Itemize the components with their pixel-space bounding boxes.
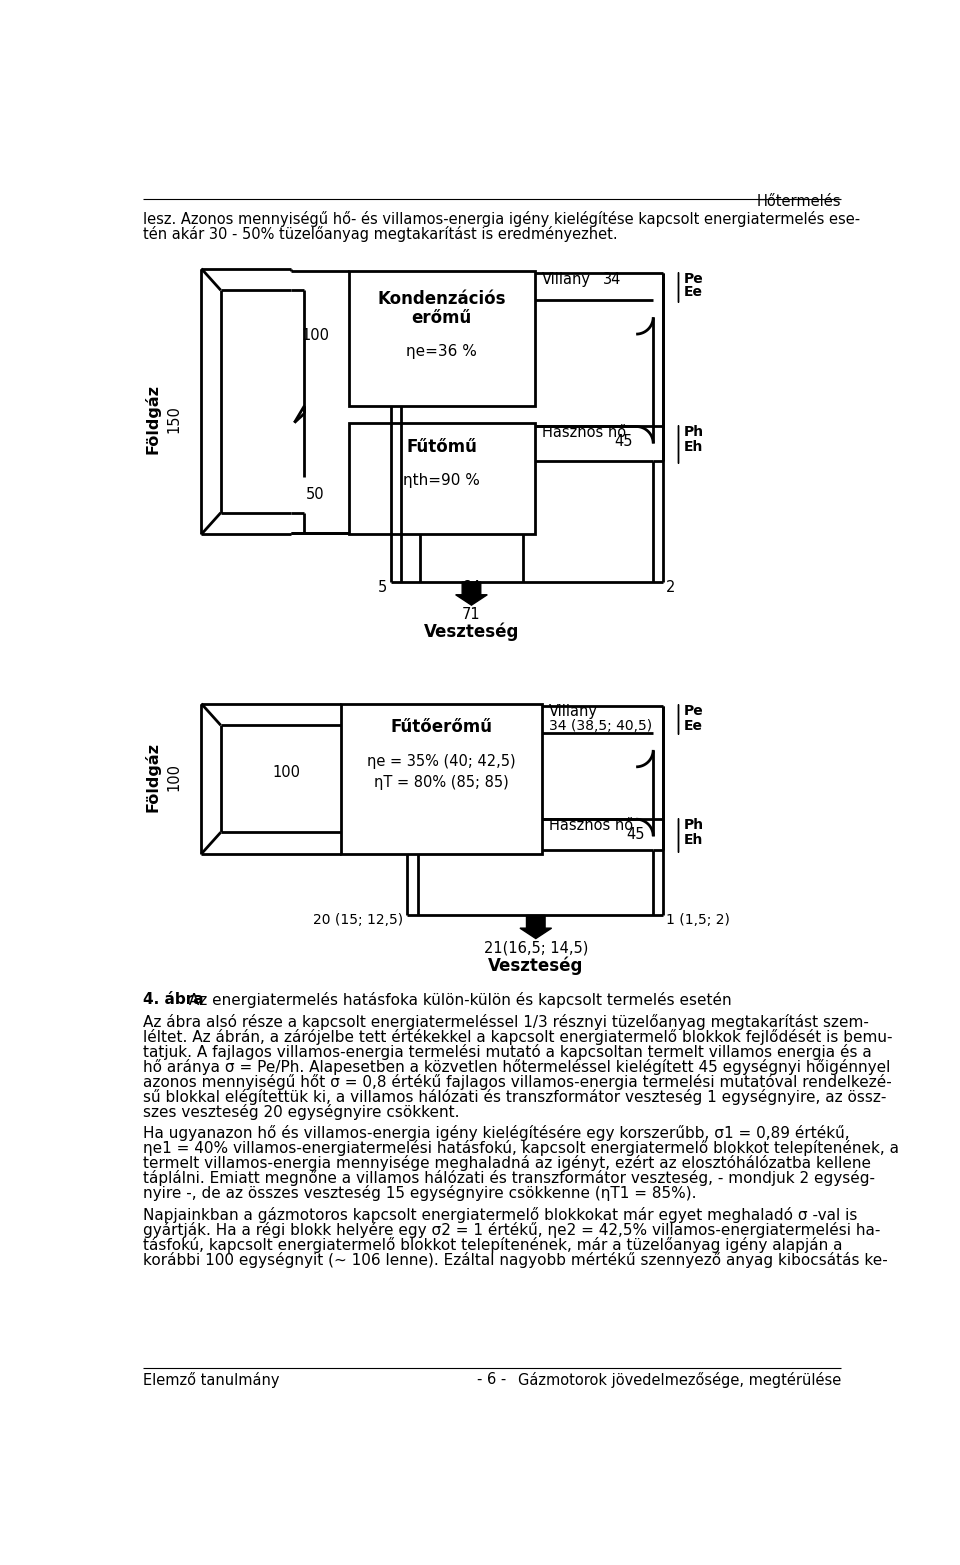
- Text: tén akár 30 - 50% tüzelőanyag megtakarítást is eredményezhet.: tén akár 30 - 50% tüzelőanyag megtakarít…: [143, 227, 618, 243]
- Text: Gázmotorok jövedelmezősége, megtérülése: Gázmotorok jövedelmezősége, megtérülése: [517, 1373, 841, 1388]
- Text: Az ábra alsó része a kapcsolt energiatermeléssel 1/3 résznyi tüzelőanyag megtaka: Az ábra alsó része a kapcsolt energiater…: [143, 1014, 869, 1030]
- Text: korábbi 100 egységnyit (~ 106 lenne). Ezáltal nagyobb mértékű szennyező anyag ki: korábbi 100 egységnyit (~ 106 lenne). Ez…: [143, 1252, 888, 1268]
- Text: Az energiatermelés hatásfoka külön-külön és kapcsolt termelés esetén: Az energiatermelés hatásfoka külön-külön…: [183, 992, 732, 1008]
- Text: tatjuk. A fajlagos villamos-energia termelési mutató a kapcsoltan termelt villam: tatjuk. A fajlagos villamos-energia term…: [143, 1044, 872, 1060]
- Text: lesz. Azonos mennyiségű hő- és villamos-energia igény kielégítése kapcsolt energ: lesz. Azonos mennyiségű hő- és villamos-…: [143, 211, 860, 227]
- Text: léltet. Az ábrán, a zárójelbe tett értékekkel a kapcsolt energiatermelő blokkok : léltet. Az ábrán, a zárójelbe tett érték…: [143, 1030, 893, 1045]
- Text: 20 (15; 12,5): 20 (15; 12,5): [313, 912, 403, 926]
- Text: 71: 71: [462, 607, 481, 623]
- Text: ηT = 80% (85; 85): ηT = 80% (85; 85): [374, 775, 509, 789]
- Polygon shape: [456, 582, 488, 606]
- Bar: [341, 704, 542, 854]
- Text: - 6 -: - 6 -: [477, 1373, 507, 1387]
- Text: 64: 64: [462, 581, 481, 596]
- Text: 2: 2: [665, 581, 675, 596]
- Text: sű blokkal elégítettük ki, a villamos hálózati és transzformátor veszteség 1 egy: sű blokkal elégítettük ki, a villamos há…: [143, 1089, 887, 1105]
- Text: 150: 150: [167, 405, 181, 434]
- Text: azonos mennyiségű hőt σ = 0,8 értékű fajlagos villamos-energia termelési mutatóv: azonos mennyiségű hőt σ = 0,8 értékű faj…: [143, 1074, 892, 1091]
- Text: Veszteség: Veszteség: [423, 621, 519, 640]
- Text: Napjainkban a gázmotoros kapcsolt energiatermelő blokkokat már egyet meghaladó σ: Napjainkban a gázmotoros kapcsolt energi…: [143, 1207, 857, 1222]
- Text: erőmű: erőmű: [412, 310, 471, 327]
- Text: 34 (38,5; 40,5): 34 (38,5; 40,5): [548, 718, 652, 732]
- Text: 45: 45: [614, 434, 633, 449]
- Text: ηe1 = 40% villamos-energiatermelési hatásfokú, kapcsolt energiatermelő blokkot t: ηe1 = 40% villamos-energiatermelési hatá…: [143, 1141, 900, 1157]
- Text: Eh: Eh: [684, 440, 704, 454]
- Text: 50: 50: [306, 487, 324, 501]
- Text: 1 (1,5; 2): 1 (1,5; 2): [665, 912, 730, 926]
- Text: 100: 100: [273, 765, 300, 781]
- Text: termelt villamos-energia mennyisége meghaladná az igényt, ezért az elosztóhálóza: termelt villamos-energia mennyisége megh…: [143, 1155, 872, 1171]
- Text: Villany: Villany: [542, 272, 591, 286]
- Text: Elemző tanulmány: Elemző tanulmány: [143, 1373, 279, 1388]
- Text: Földgáz: Földgáz: [145, 383, 160, 454]
- Text: Hőtermelés: Hőtermelés: [756, 194, 841, 210]
- Text: Eh: Eh: [684, 833, 704, 847]
- Text: ηe = 35% (40; 42,5): ηe = 35% (40; 42,5): [368, 754, 516, 768]
- Text: Hasznos hő: Hasznos hő: [548, 817, 633, 833]
- Text: tásfokú, kapcsolt energiatermelő blokkot telepítenének, már a tüzelőanyag igény : tásfokú, kapcsolt energiatermelő blokkot…: [143, 1236, 843, 1252]
- Text: hő aránya σ = Pe/Ph. Alapesetben a közvetlen hőtermeléssel kielégített 45 egység: hő aránya σ = Pe/Ph. Alapesetben a közve…: [143, 1060, 891, 1075]
- Text: Ha ugyanazon hő és villamos-energia igény kielégítésére egy korszerűbb, σ1 = 0,8: Ha ugyanazon hő és villamos-energia igén…: [143, 1125, 850, 1141]
- Text: Fűtőmű: Fűtőmű: [406, 438, 477, 455]
- Text: Hasznos hő: Hasznos hő: [542, 426, 627, 440]
- Text: Ph: Ph: [684, 426, 705, 438]
- Text: Földgáz: Földgáz: [145, 742, 160, 812]
- Text: 5: 5: [378, 581, 388, 596]
- Text: ηe=36 %: ηe=36 %: [406, 344, 477, 358]
- Text: gyártják. Ha a régi blokk helyére egy σ2 = 1 értékű, ηe2 = 42,5% villamos-energi: gyártják. Ha a régi blokk helyére egy σ2…: [143, 1222, 880, 1238]
- Text: Pe: Pe: [684, 704, 704, 718]
- Text: 21(16,5; 14,5): 21(16,5; 14,5): [484, 941, 588, 956]
- Text: Villany: Villany: [548, 704, 597, 720]
- Text: 100: 100: [167, 762, 181, 790]
- Text: nyire -, de az összes veszteség 15 egységnyire csökkenne (ηT1 = 85%).: nyire -, de az összes veszteség 15 egysé…: [143, 1185, 697, 1202]
- Text: 34: 34: [603, 272, 621, 286]
- Text: Kondenzációs: Kondenzációs: [377, 290, 506, 308]
- Text: Ee: Ee: [684, 718, 703, 732]
- Text: Ee: Ee: [684, 285, 703, 299]
- Text: 45: 45: [626, 826, 644, 842]
- Text: táplálni. Emiatt megnőne a villamos hálózati és transzformátor veszteség, - mond: táplálni. Emiatt megnőne a villamos háló…: [143, 1171, 876, 1186]
- Text: 4. ábra: 4. ábra: [143, 992, 204, 1008]
- Text: Veszteség: Veszteség: [488, 956, 584, 975]
- Bar: [348, 271, 535, 405]
- Text: 100: 100: [301, 329, 329, 343]
- Text: Ph: Ph: [684, 817, 705, 831]
- Text: Pe: Pe: [684, 272, 704, 286]
- Text: szes veszteség 20 egységnyire csökkent.: szes veszteség 20 egységnyire csökkent.: [143, 1103, 460, 1121]
- Bar: [348, 423, 535, 534]
- Polygon shape: [520, 916, 552, 939]
- Text: Fűtőerőmű: Fűtőerőmű: [391, 718, 492, 736]
- Text: ηth=90 %: ηth=90 %: [403, 473, 480, 488]
